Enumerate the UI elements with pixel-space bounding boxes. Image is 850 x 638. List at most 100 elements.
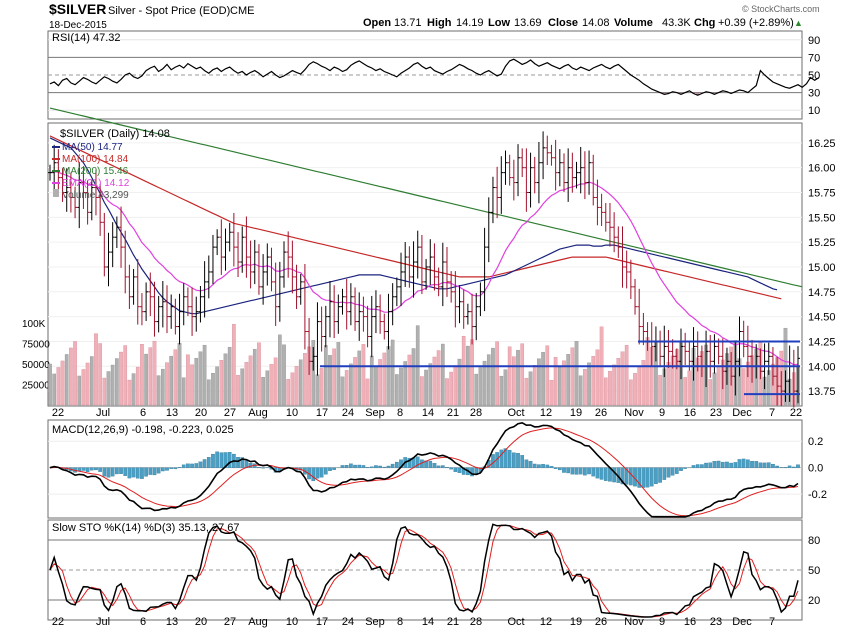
volume-bar bbox=[638, 367, 641, 405]
symbol: $SILVER bbox=[49, 1, 106, 17]
macd-histogram-bar bbox=[516, 453, 519, 468]
volume-bar bbox=[190, 365, 193, 405]
macd-histogram-bar bbox=[729, 463, 732, 468]
volume-bar bbox=[224, 354, 227, 405]
macd-histogram-bar bbox=[684, 468, 687, 469]
x-tick-label: 16 bbox=[684, 616, 696, 628]
volume-bar bbox=[608, 371, 611, 405]
price-tick-label: 15.25 bbox=[808, 237, 836, 249]
macd-histogram-bar bbox=[696, 464, 699, 467]
x-tick-label: 23 bbox=[710, 616, 722, 628]
volume-bar bbox=[454, 366, 457, 405]
macd-histogram-bar bbox=[341, 465, 344, 467]
volume-bar bbox=[274, 358, 277, 405]
open-value: 13.71 bbox=[394, 17, 422, 29]
volume-bar bbox=[61, 361, 64, 405]
volume-bar bbox=[94, 334, 97, 405]
legend-price: $SILVER (Daily) 14.08 bbox=[60, 128, 170, 140]
volume-bar bbox=[241, 369, 244, 405]
x-tick-label: 23 bbox=[710, 407, 722, 419]
macd-histogram-bar bbox=[717, 461, 720, 468]
macd-histogram-bar bbox=[500, 450, 503, 468]
macd-tick-label: 0.0 bbox=[808, 463, 823, 475]
volume-bar bbox=[211, 373, 214, 405]
volume-bar bbox=[332, 349, 335, 405]
volume-bar bbox=[170, 356, 173, 405]
x-tick-label: 13 bbox=[166, 407, 178, 419]
macd-histogram-bar bbox=[387, 466, 390, 468]
macd-histogram-bar bbox=[491, 454, 494, 467]
volume-bar bbox=[65, 354, 68, 405]
volume-bar bbox=[270, 364, 273, 405]
macd-histogram-bar bbox=[170, 468, 173, 469]
macd-histogram-bar bbox=[713, 461, 716, 468]
chg-value: +0.39 (+2.89%) bbox=[718, 17, 794, 29]
x-tick-label: 12 bbox=[540, 407, 552, 419]
low-value: 13.69 bbox=[514, 17, 542, 29]
x-tick-label: Oct bbox=[507, 407, 524, 419]
volume-bar bbox=[345, 370, 348, 405]
x-tick-label: 27 bbox=[224, 616, 236, 628]
macd-histogram-bar bbox=[332, 468, 335, 470]
volume-bar bbox=[232, 324, 235, 405]
x-tick-label: 10 bbox=[286, 407, 298, 419]
macd-histogram-bar bbox=[700, 465, 703, 468]
x-tick-label: 7 bbox=[769, 407, 775, 419]
macd-histogram-bar bbox=[215, 452, 218, 468]
legend-volume: Volume 43,299 bbox=[62, 190, 129, 201]
volume-bar bbox=[487, 355, 490, 405]
volume-bar bbox=[165, 363, 168, 405]
macd-histogram-bar bbox=[203, 459, 206, 467]
macd-histogram-bar bbox=[190, 464, 193, 468]
x-tick-label: 17 bbox=[316, 407, 328, 419]
volume-bar bbox=[358, 351, 361, 405]
macd-histogram-bar bbox=[362, 465, 365, 467]
price-tick-label: 14.25 bbox=[808, 336, 836, 348]
macd-histogram-bar bbox=[383, 467, 386, 468]
macd-histogram-bar bbox=[579, 468, 582, 474]
rsi-tick-label: 90 bbox=[808, 35, 820, 47]
volume-bar bbox=[316, 375, 319, 405]
macd-histogram-bar bbox=[600, 468, 603, 480]
x-tick-label: 28 bbox=[470, 407, 482, 419]
volume-bar bbox=[119, 352, 122, 405]
macd-histogram-bar bbox=[199, 462, 202, 468]
volume-bar bbox=[320, 368, 323, 405]
macd-histogram-bar bbox=[174, 468, 177, 469]
volume-bar bbox=[713, 373, 716, 405]
volume-bar bbox=[479, 368, 482, 405]
volume-bar bbox=[178, 343, 181, 405]
volume-bar bbox=[688, 371, 691, 405]
volume-bar bbox=[207, 380, 210, 405]
volume-bar bbox=[249, 356, 252, 405]
volume-bar bbox=[253, 349, 256, 405]
volume-bar bbox=[512, 357, 515, 405]
volume-bar bbox=[149, 348, 152, 405]
x-tick-label: 19 bbox=[570, 616, 582, 628]
macd-histogram-bar bbox=[759, 463, 762, 468]
macd-histogram-bar bbox=[571, 468, 574, 474]
macd-histogram-bar bbox=[546, 465, 549, 468]
rsi-tick-label: 70 bbox=[808, 52, 820, 64]
volume-bar bbox=[709, 379, 712, 405]
macd-histogram-bar bbox=[144, 468, 147, 477]
x-tick-label: 26 bbox=[595, 407, 607, 419]
x-tick-label: Jul bbox=[96, 407, 110, 419]
macd-histogram-bar bbox=[454, 468, 457, 472]
x-tick-label: Nov bbox=[624, 407, 644, 419]
x-tick-label: 6 bbox=[140, 616, 146, 628]
volume-bar bbox=[362, 344, 365, 405]
volume-bar bbox=[408, 355, 411, 405]
macd-histogram-bar bbox=[775, 466, 778, 468]
x-tick-label: 20 bbox=[195, 407, 207, 419]
volume-value: 43.3K bbox=[662, 17, 691, 29]
x-tick-label: 8 bbox=[397, 616, 403, 628]
volume-bar bbox=[124, 346, 127, 405]
volume-bar bbox=[220, 360, 223, 405]
volume-bar bbox=[195, 358, 198, 405]
volume-bar bbox=[433, 357, 436, 405]
volume-bar bbox=[583, 369, 586, 405]
volume-bar bbox=[383, 353, 386, 405]
volume-bar bbox=[667, 362, 670, 405]
legend-ema21: EMA(21) 14.12 bbox=[62, 178, 130, 189]
